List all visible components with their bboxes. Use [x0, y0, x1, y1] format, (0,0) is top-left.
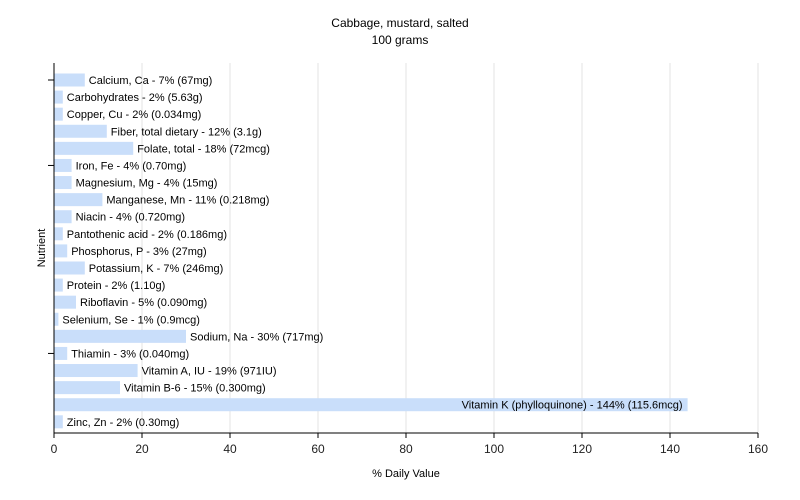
bar-label-0: Calcium, Ca - 7% (67mg)	[89, 75, 212, 87]
bar-10	[54, 244, 68, 258]
bar-label-9: Pantothenic acid - 2% (0.186mg)	[67, 229, 227, 241]
bar-label-4: Folate, total - 18% (72mcg)	[137, 143, 270, 155]
bar-9	[54, 227, 63, 241]
bar-6	[54, 176, 72, 190]
bar-label-19: Vitamin K (phylloquinone) - 144% (115.6m…	[462, 400, 683, 412]
chart-title: Cabbage, mustard, salted	[331, 16, 468, 30]
bar-12	[54, 278, 63, 292]
bar-label-11: Potassium, K - 7% (246mg)	[89, 263, 224, 275]
x-tick-label-3: 60	[311, 442, 325, 456]
bar-label-7: Manganese, Mn - 11% (0.218mg)	[106, 195, 269, 207]
x-axis-title: % Daily Value	[372, 468, 440, 480]
bar-17	[54, 364, 138, 378]
bar-13	[54, 295, 76, 309]
x-tick-label-1: 20	[135, 442, 149, 456]
bar-0	[54, 73, 85, 87]
bar-14	[54, 312, 59, 326]
bar-label-13: Riboflavin - 5% (0.090mg)	[80, 297, 207, 309]
bar-11	[54, 261, 85, 275]
bar-15	[54, 329, 186, 343]
bar-8	[54, 210, 72, 224]
bar-5	[54, 158, 72, 172]
x-tick-label-4: 80	[399, 442, 413, 456]
bar-label-16: Thiamin - 3% (0.040mg)	[71, 348, 189, 360]
bars-group: Calcium, Ca - 7% (67mg) Carbohydrates - 2…	[54, 73, 688, 429]
bar-label-6: Magnesium, Mg - 4% (15mg)	[76, 178, 218, 190]
bar-16	[54, 346, 68, 360]
bar-label-17: Vitamin A, IU - 19% (971IU)	[142, 366, 277, 378]
bar-label-14: Selenium, Se - 1% (0.9mcg)	[62, 314, 200, 326]
bar-2	[54, 107, 63, 121]
x-tick-label-0: 0	[51, 442, 58, 456]
bar-7	[54, 193, 103, 207]
bar-19	[54, 398, 688, 412]
bar-label-8: Niacin - 4% (0.720mg)	[76, 212, 185, 224]
bar-label-12: Protein - 2% (1.10g)	[67, 280, 165, 292]
y-axis-title: Nutrient	[36, 229, 48, 268]
bar-label-3: Fiber, total dietary - 12% (3.1g)	[111, 126, 262, 138]
bar-label-5: Iron, Fe - 4% (0.70mg)	[76, 160, 187, 172]
bar-20	[54, 415, 63, 429]
x-tick-label-5: 100	[484, 442, 504, 456]
bar-18	[54, 381, 120, 395]
bar-label-2: Copper, Cu - 2% (0.034mg)	[67, 109, 202, 121]
chart-subtitle: 100 grams	[372, 33, 429, 47]
x-tick-label-8: 160	[748, 442, 768, 456]
x-tick-label-2: 40	[223, 442, 237, 456]
axes-group: 0 20 40 60 80 100 120 140 160	[48, 63, 768, 456]
bar-1	[54, 90, 63, 104]
bar-label-1: Carbohydrates - 2% (5.63g)	[67, 92, 203, 104]
bar-label-20: Zinc, Zn - 2% (0.30mg)	[67, 417, 179, 429]
bar-label-10: Phosphorus, P - 3% (27mg)	[71, 246, 207, 258]
grid-lines	[141, 63, 759, 433]
x-tick-label-6: 120	[572, 442, 592, 456]
bar-4	[54, 141, 134, 155]
bar-label-18: Vitamin B-6 - 15% (0.300mg)	[124, 383, 266, 395]
bar-3	[54, 124, 107, 138]
bar-label-15: Sodium, Na - 30% (717mg)	[190, 331, 323, 343]
x-tick-label-7: 140	[660, 442, 680, 456]
